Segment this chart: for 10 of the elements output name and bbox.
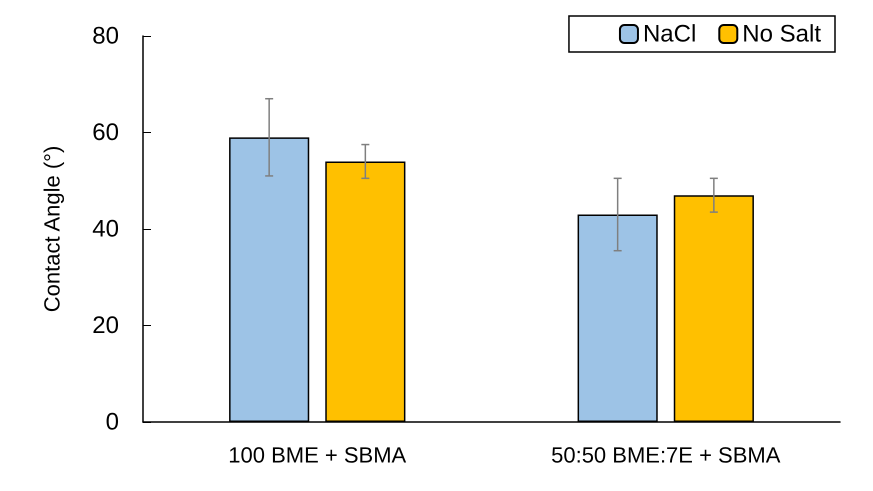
y-axis-title: Contact Angle (°) <box>40 146 64 312</box>
x-tick-label: 50:50 BME:7E + SBMA <box>551 442 781 468</box>
y-tick-label: 40 <box>92 216 119 242</box>
y-tick-label: 80 <box>92 22 119 50</box>
legend-label: No Salt <box>742 20 822 48</box>
legend-label: NaCl <box>642 20 696 48</box>
y-tick-label: 20 <box>92 312 119 339</box>
x-tick-label: 100 BME + SBMA <box>228 442 407 468</box>
y-tick-label: 0 <box>106 408 119 436</box>
y-tick-label: 60 <box>92 119 119 146</box>
